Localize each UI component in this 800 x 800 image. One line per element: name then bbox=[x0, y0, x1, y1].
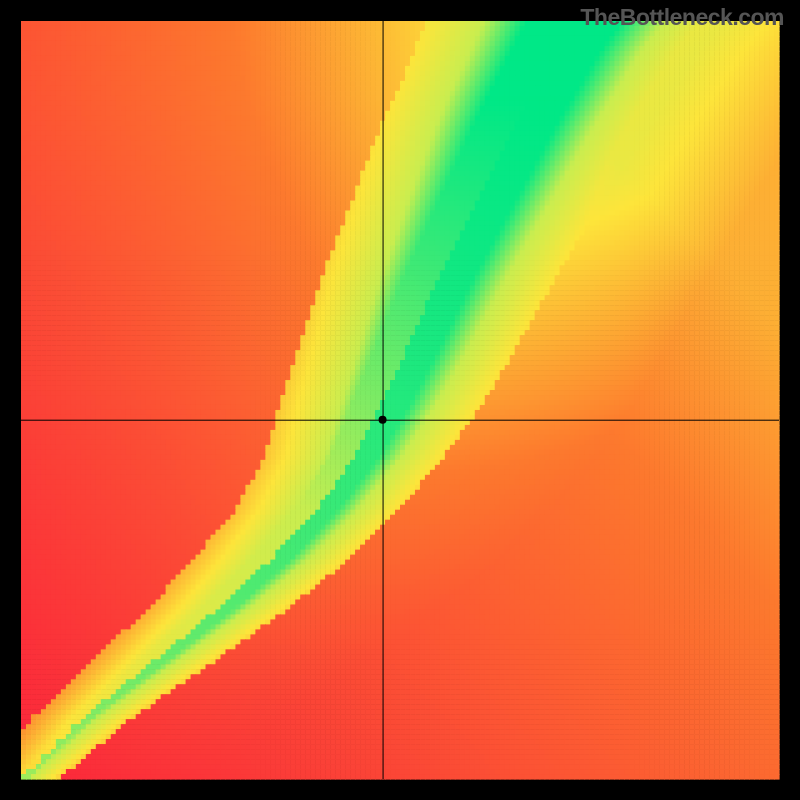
watermark-text: TheBottleneck.com bbox=[580, 4, 784, 31]
chart-container: TheBottleneck.com bbox=[0, 0, 800, 800]
bottleneck-heatmap bbox=[0, 0, 800, 800]
